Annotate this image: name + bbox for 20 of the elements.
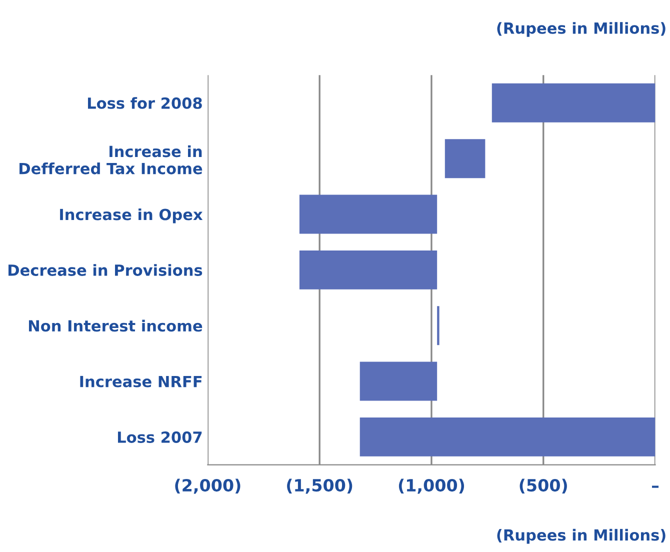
y-tick-label: Loss 2007 (118, 431, 202, 443)
y-tick-label: Increase in Opex (60, 208, 203, 224)
y-tick-label: Decrease in Provisions (8, 264, 202, 276)
x-tick-label: (1,000) (398, 478, 464, 494)
bar (299, 194, 438, 234)
y-tick-label: Increase NRFF (80, 376, 202, 388)
bar (360, 362, 438, 401)
x-tick-label: (500) (520, 478, 567, 494)
bar (299, 250, 438, 290)
text: (Rupees in Millions) (497, 22, 666, 37)
bar (492, 83, 656, 122)
y-tick-label: Increase in Defferred Tax Income (20, 145, 202, 174)
x-tick-label: (2,000) (175, 478, 240, 494)
bar (444, 139, 486, 178)
x-tick-label: (1,500) (287, 478, 352, 494)
y-tick-label: Non Interest income (28, 320, 202, 332)
x-tick-label: – (652, 486, 659, 488)
y-tick-label: Loss for 2008 (88, 97, 202, 109)
bar (360, 417, 656, 456)
text: (Rupees in Millions) (497, 528, 666, 544)
